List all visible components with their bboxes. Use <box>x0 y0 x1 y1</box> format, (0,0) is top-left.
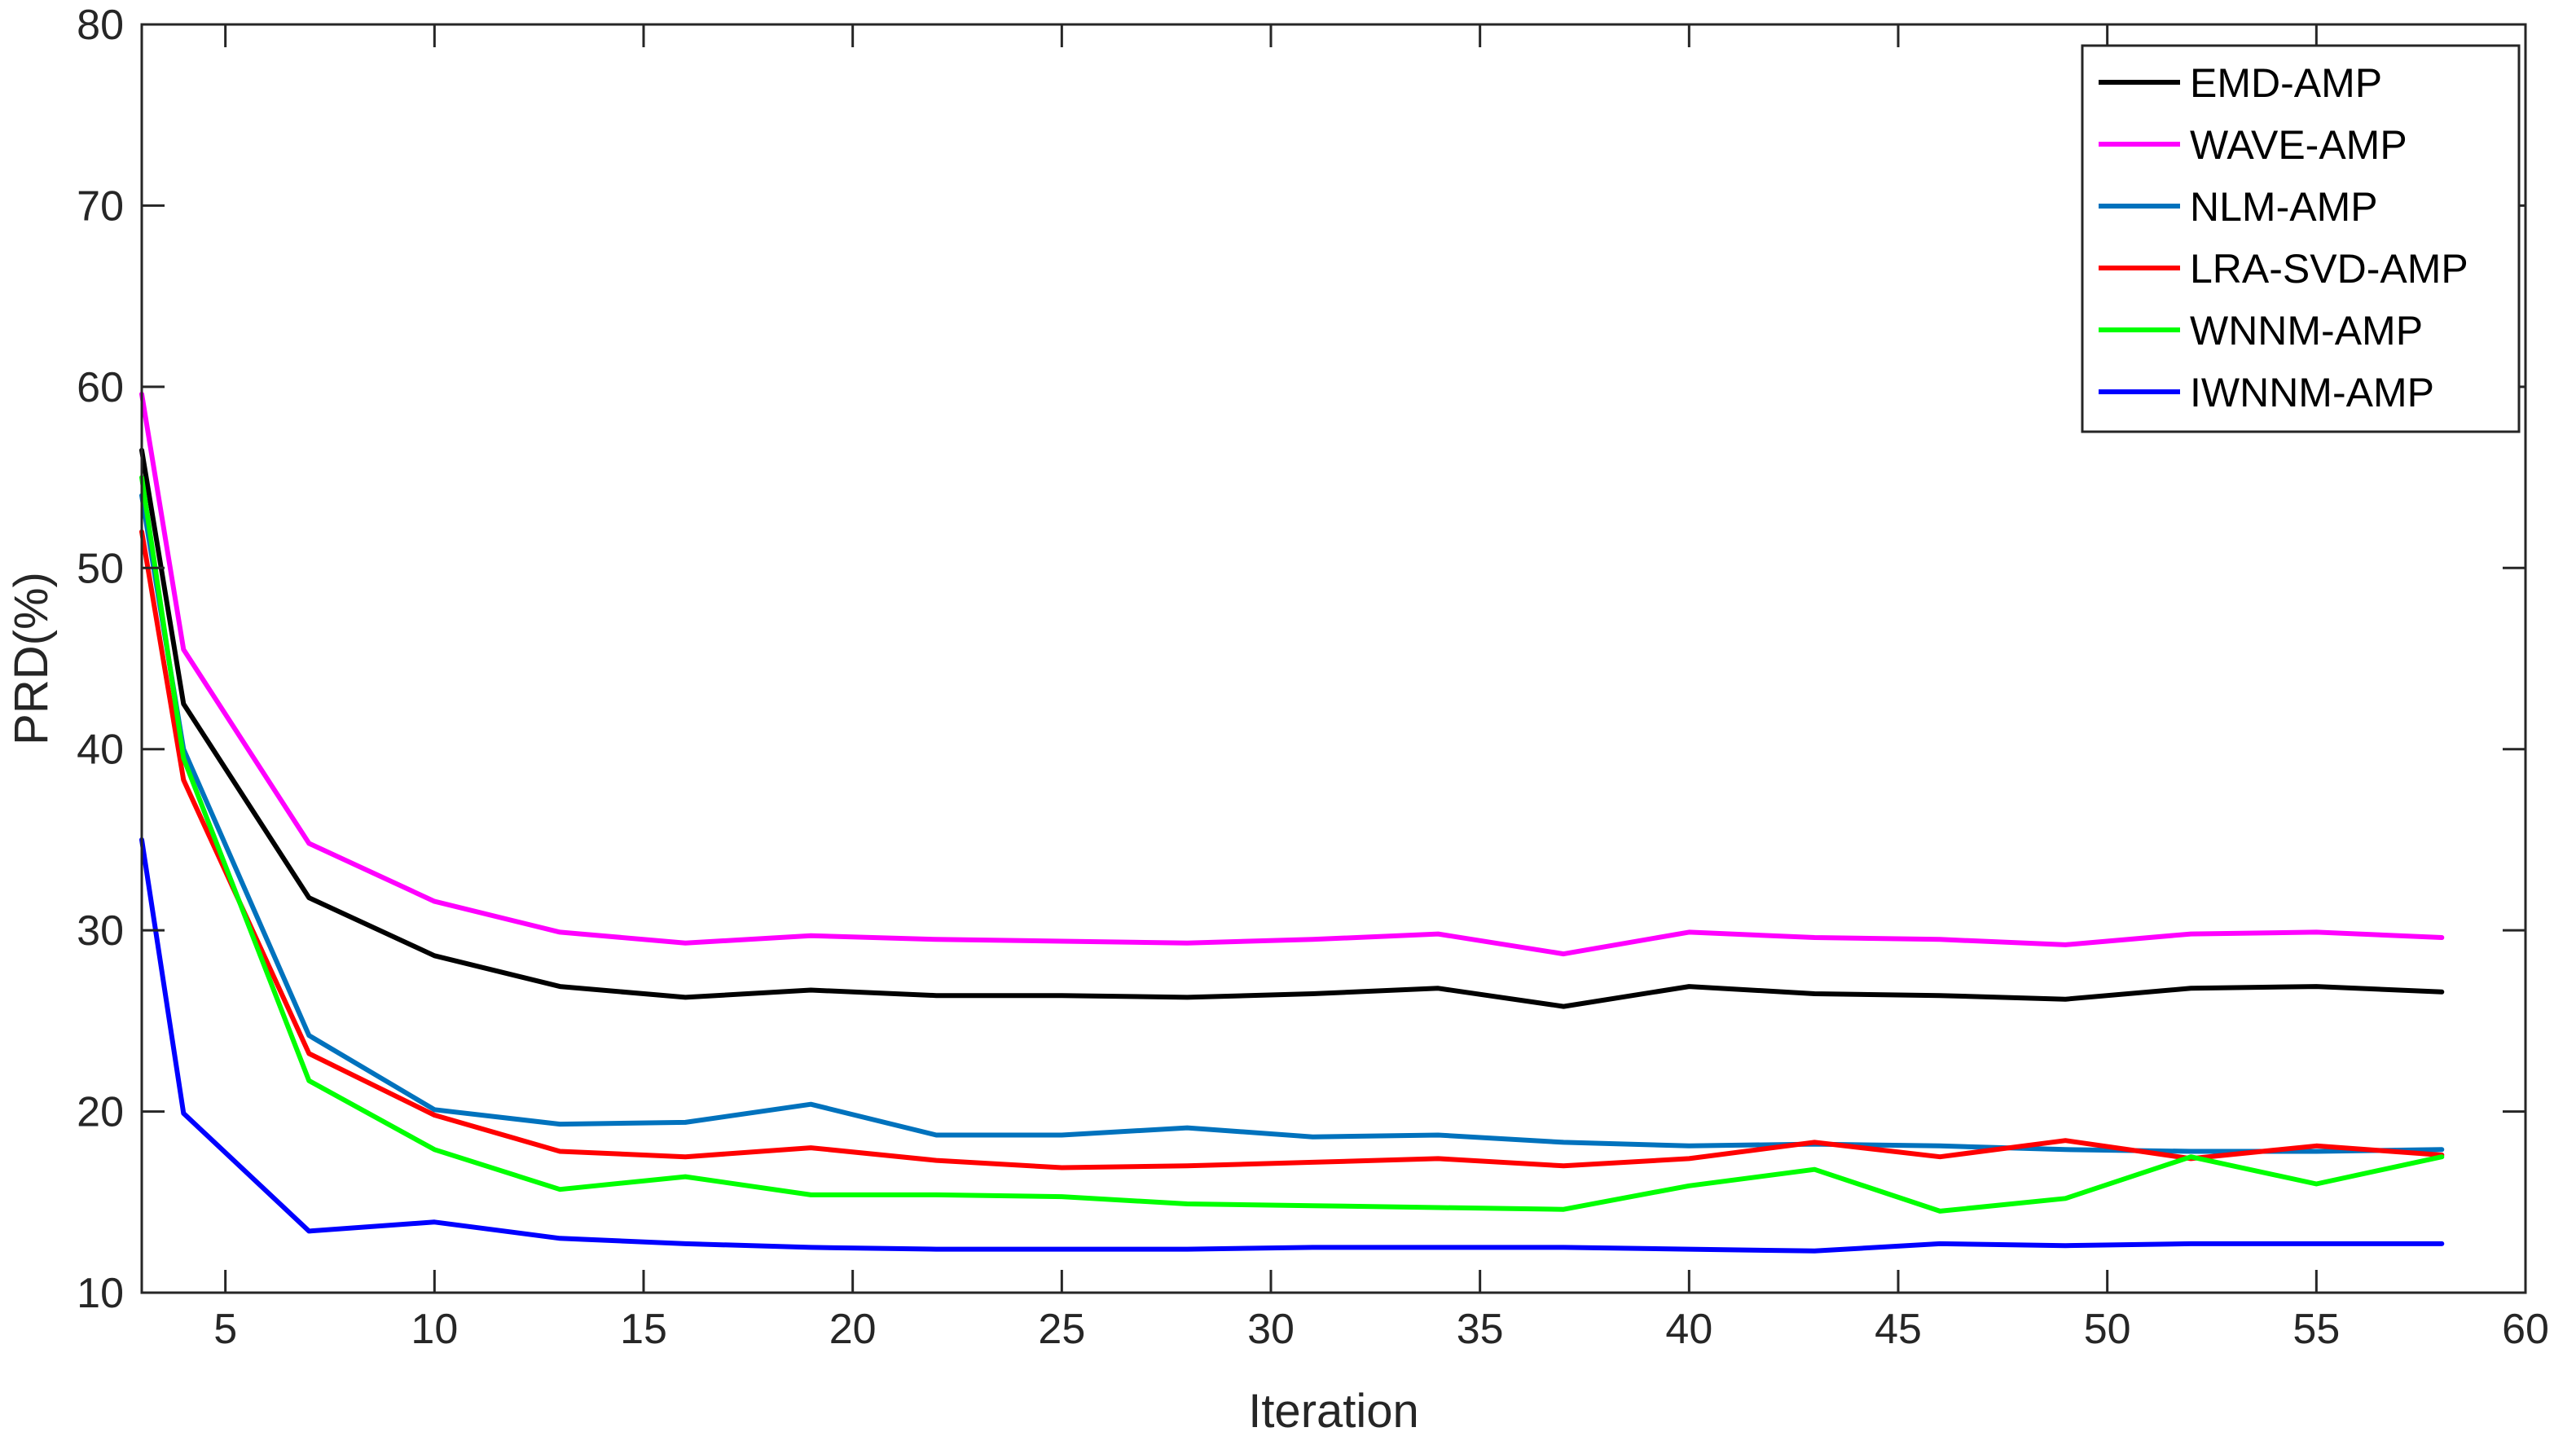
x-axis-title: Iteration <box>1248 1385 1419 1438</box>
series-line-lra-svd-amp <box>139 529 2445 1170</box>
legend-box <box>2081 44 2521 433</box>
legend-label: LRA-SVD-AMP <box>2190 246 2468 292</box>
x-tick-label: 5 <box>213 1306 237 1353</box>
x-tick-label: 20 <box>829 1306 877 1353</box>
y-tick-label: 50 <box>77 545 124 592</box>
y-tick-label: 70 <box>77 182 124 230</box>
x-tick-label: 50 <box>2084 1306 2131 1353</box>
legend-label: NLM-AMP <box>2190 184 2378 230</box>
legend-label: WNNM-AMP <box>2190 308 2423 354</box>
series-line-wnnm-amp <box>139 475 2445 1214</box>
axes-box <box>140 23 2527 1294</box>
y-axis-title: PRD(%) <box>5 572 58 745</box>
x-tick-label: 25 <box>1038 1306 1085 1353</box>
y-tick-label: 80 <box>77 2 124 49</box>
series-line-nlm-amp <box>139 493 2445 1154</box>
legend-label: WAVE-AMP <box>2190 122 2407 168</box>
y-tick-label: 60 <box>77 364 124 411</box>
series-line-iwnnm-amp <box>139 837 2445 1254</box>
legend-label: IWNNM-AMP <box>2190 370 2434 415</box>
y-tick-label: 20 <box>77 1089 124 1136</box>
series-layer <box>139 391 2445 1254</box>
x-tick-label: 40 <box>1665 1306 1712 1353</box>
axis-layer: 5 10 15 20 25 30 35 40 45 50 55 60 10 20 30 40 50 60 70 80 <box>77 2 2549 1353</box>
x-tick-label: 45 <box>1875 1306 1922 1353</box>
x-tick-label: 30 <box>1247 1306 1295 1353</box>
y-tick-label: 30 <box>77 907 124 955</box>
x-tick-label: 60 <box>2502 1306 2549 1353</box>
legend-label: EMD-AMP <box>2190 60 2382 106</box>
y-tick-label: 10 <box>77 1270 124 1317</box>
x-tick-label: 55 <box>2292 1306 2340 1353</box>
x-tick-label: 10 <box>411 1306 458 1353</box>
y-tick-label: 40 <box>77 727 124 774</box>
series-line-emd-amp <box>139 447 2445 1009</box>
series-line-wave-amp <box>139 391 2445 957</box>
x-tick-label: 15 <box>620 1306 667 1353</box>
x-tick-label: 35 <box>1457 1306 1504 1353</box>
legend: EMD-AMP WAVE-AMP NLM-AMP LRA-SVD-AMP WNNM-AM… <box>2081 44 2521 433</box>
